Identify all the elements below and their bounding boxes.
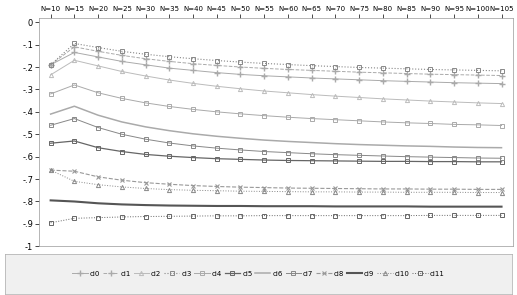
Legend: ci0, ci1, ci2, ci3, ci4, ci5, ci6, ci7, ci8, ci9, ci10, ci11: ci0, ci1, ci2, ci3, ci4, ci5, ci6, ci7, … xyxy=(70,268,447,279)
